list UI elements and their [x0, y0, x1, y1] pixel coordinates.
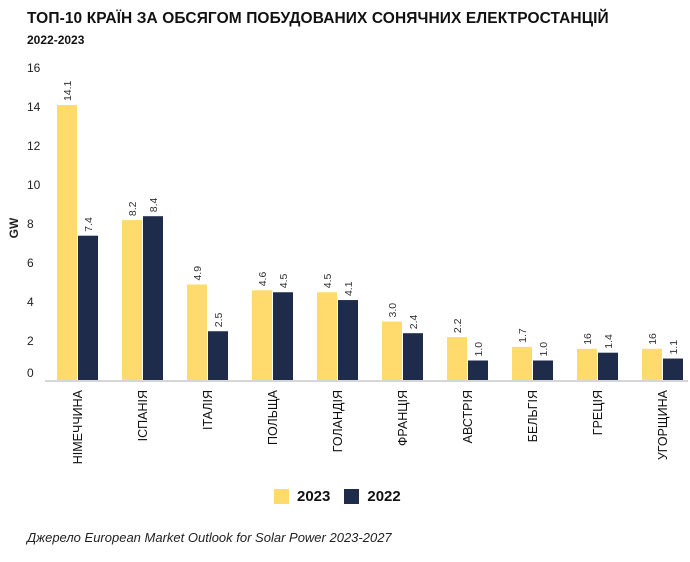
bar-2023: [57, 105, 77, 381]
category-label: ПОЛЬЩА: [266, 389, 280, 445]
data-label-2023: 4.6: [257, 272, 269, 287]
bar-2022: [78, 235, 98, 380]
category-label: БЕЛЬГІЯ: [526, 390, 540, 442]
category-label: ГРЕЦІЯ: [591, 390, 605, 435]
bar-2023: [382, 321, 402, 380]
bar-chart: 0 2 4 6 8 10 12 14 16 GW 14.1 7.4 НІМЕЧЧИНА 8.2 8.4 ІСП…: [7, 61, 688, 464]
bar-2023: [642, 348, 662, 380]
category-label: ГОЛАНДІЯ: [331, 390, 345, 452]
data-label-2022: 1.1: [668, 340, 680, 355]
data-label-2022: 2.4: [408, 314, 420, 329]
category-label: УГОРЩИНА: [656, 389, 670, 460]
y-tick-label: 12: [27, 139, 41, 153]
source-note: Джерело European Market Outlook for Sola…: [27, 530, 392, 545]
legend: 2023 2022: [274, 488, 415, 505]
data-label-2022: 4.1: [343, 281, 355, 296]
chart-subtitle: 2022-2023: [27, 33, 85, 47]
y-tick-label: 0: [27, 366, 34, 380]
data-label-2023: 2.2: [452, 318, 464, 333]
legend-swatch-2023: [274, 489, 289, 504]
bar-2022: [208, 331, 228, 380]
legend-item-2023: 2023: [274, 488, 330, 505]
y-tick-label: 4: [27, 295, 34, 309]
bar-2022: [403, 333, 423, 380]
category-label: ІТАЛІЯ: [201, 390, 215, 430]
y-tick-label: 10: [27, 178, 41, 192]
category-label: АВСТРІЯ: [461, 390, 475, 443]
chart-title: ТОП-10 КРАЇН ЗА ОБСЯГОМ ПОБУДОВАНИХ СОНЯ…: [27, 10, 609, 27]
data-label-2022: 2.5: [213, 312, 225, 327]
bar-2023: [317, 292, 337, 380]
bar-2023: [252, 290, 272, 380]
y-tick-label: 2: [27, 334, 34, 348]
data-label-2022: 1.0: [473, 342, 485, 357]
data-label-2023: 14.1: [62, 80, 74, 101]
bar-2022: [273, 292, 293, 380]
legend-label-2023: 2023: [297, 488, 331, 505]
data-label-2023: 4.5: [322, 273, 334, 288]
data-label-2022: 1.0: [538, 342, 550, 357]
bar-2023: [187, 284, 207, 380]
y-tick-label: 16: [27, 61, 41, 75]
data-label-2023: 16: [647, 333, 659, 345]
bar-2023: [447, 337, 467, 380]
legend-item-2022: 2022: [344, 488, 401, 505]
y-tick-label: 8: [27, 217, 34, 231]
category-label: НІМЕЧЧИНА: [71, 389, 85, 464]
y-tick-label: 14: [27, 100, 41, 114]
bar-2023: [122, 220, 142, 380]
data-label-2023: 1.7: [517, 328, 529, 343]
data-label-2022: 1.4: [603, 334, 615, 349]
bar-2022: [468, 360, 488, 380]
bar-2022: [338, 300, 358, 380]
bar-2023: [512, 346, 532, 380]
data-label-2022: 8.4: [148, 197, 160, 212]
legend-label-2022: 2022: [367, 488, 401, 505]
legend-swatch-2022: [344, 489, 360, 504]
data-label-2022: 4.5: [278, 273, 290, 288]
bar-2022: [663, 358, 683, 380]
bar-2022: [533, 360, 553, 380]
bar-2023: [577, 348, 597, 380]
category-label: ФРАНЦІЯ: [396, 390, 410, 446]
data-label-2023: 16: [582, 333, 594, 345]
y-axis-label: GW: [7, 217, 21, 238]
data-label-2023: 8.2: [127, 201, 139, 216]
bar-2022: [143, 216, 163, 380]
category-label: ІСПАНІЯ: [136, 390, 150, 441]
bar-2022: [598, 352, 618, 380]
y-tick-label: 6: [27, 256, 34, 270]
data-label-2022: 7.4: [83, 217, 95, 232]
data-label-2023: 3.0: [387, 303, 399, 318]
data-label-2023: 4.9: [192, 266, 204, 281]
